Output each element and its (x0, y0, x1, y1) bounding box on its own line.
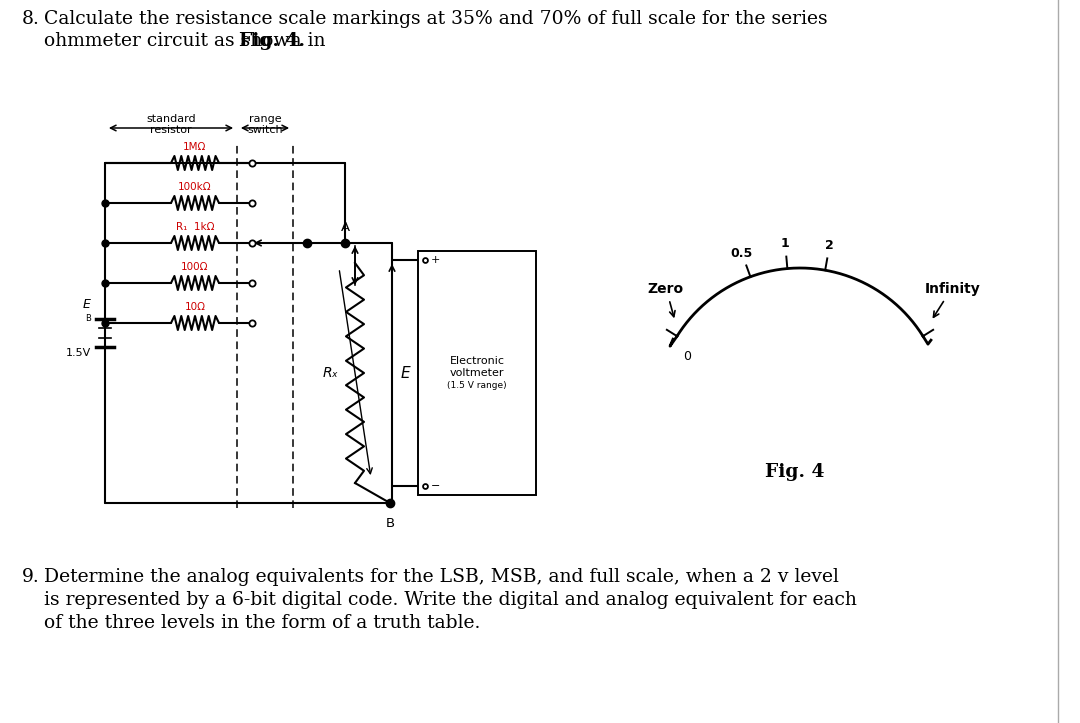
Text: Fig. 4: Fig. 4 (766, 463, 825, 481)
Text: Zero: Zero (647, 282, 683, 296)
Text: Rₓ: Rₓ (322, 366, 338, 380)
Text: 8.: 8. (22, 10, 40, 28)
Text: of the three levels in the form of a truth table.: of the three levels in the form of a tru… (44, 614, 481, 632)
Text: Infinity: Infinity (926, 282, 981, 296)
Text: voltmeter: voltmeter (449, 368, 504, 378)
Text: 100kΩ: 100kΩ (178, 182, 212, 192)
Text: 0.5: 0.5 (731, 247, 753, 260)
Text: 100Ω: 100Ω (181, 262, 208, 272)
Text: Fig. 4.: Fig. 4. (239, 32, 305, 50)
Text: E: E (83, 298, 91, 311)
Text: +: + (431, 255, 441, 265)
Text: (1.5 V range): (1.5 V range) (447, 380, 507, 390)
Text: standard: standard (146, 114, 195, 124)
Text: Determine the analog equivalents for the LSB, MSB, and full scale, when a 2 v le: Determine the analog equivalents for the… (44, 568, 839, 586)
Text: is represented by a 6-bit digital code. Write the digital and analog equivalent : is represented by a 6-bit digital code. … (44, 591, 856, 609)
Text: range: range (248, 114, 281, 124)
Text: E: E (401, 366, 410, 380)
Text: 9.: 9. (22, 568, 40, 586)
Text: resistor: resistor (150, 125, 192, 135)
Text: B: B (386, 517, 394, 530)
Text: R₁  1kΩ: R₁ 1kΩ (176, 222, 214, 232)
Text: B: B (85, 314, 91, 323)
Text: 1MΩ: 1MΩ (184, 142, 206, 152)
Text: Electronic: Electronic (449, 356, 504, 366)
Text: 1.5V: 1.5V (66, 348, 91, 358)
Text: −: − (431, 481, 441, 491)
Text: 2: 2 (825, 239, 834, 252)
Text: 10Ω: 10Ω (185, 302, 205, 312)
Text: ohmmeter circuit as shown in: ohmmeter circuit as shown in (44, 32, 332, 50)
Text: switch: switch (247, 125, 283, 135)
Bar (418, 251, 536, 495)
Text: 0: 0 (683, 350, 691, 363)
Text: Calculate the resistance scale markings at 35% and 70% of full scale for the ser: Calculate the resistance scale markings … (44, 10, 827, 28)
Text: 1: 1 (781, 237, 789, 250)
Text: A: A (340, 221, 350, 234)
